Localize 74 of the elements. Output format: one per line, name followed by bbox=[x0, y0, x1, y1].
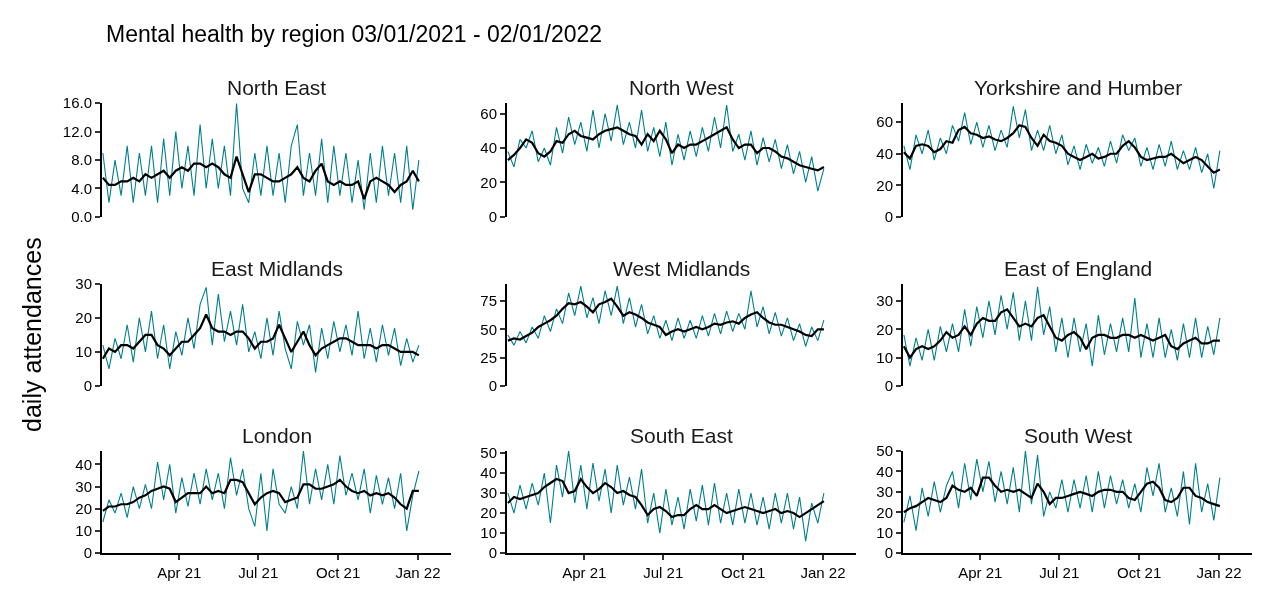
y-tick-label: 10 bbox=[75, 522, 92, 540]
x-tick-label: Jan 22 bbox=[800, 564, 846, 582]
y-tick-label: 0 bbox=[884, 544, 893, 562]
chart-title: London bbox=[242, 424, 313, 447]
y-tick-label: 10 bbox=[75, 343, 92, 361]
y-tick-label: 10 bbox=[876, 523, 893, 541]
y-tick-label: 40 bbox=[480, 464, 497, 482]
x-tick-label: Jan 22 bbox=[1196, 564, 1242, 582]
y-tick-label: 20 bbox=[876, 320, 893, 338]
y-tick-label: 20 bbox=[876, 503, 893, 521]
y-tick-label: 50 bbox=[480, 444, 497, 462]
y-tick-label: 8.0 bbox=[71, 151, 92, 169]
text: Mental health by region 03/01/2021 - 02/01/2022 bbox=[106, 21, 603, 47]
y-tick-label: 0 bbox=[488, 544, 497, 562]
line-series bbox=[102, 451, 420, 532]
x-tick-label: Oct 21 bbox=[1117, 564, 1162, 582]
x-tick-label: Apr 21 bbox=[157, 564, 202, 582]
y-tick-label: 30 bbox=[480, 484, 497, 502]
line-series bbox=[507, 104, 825, 192]
y-tick-label: 20 bbox=[480, 173, 497, 191]
y-tick-label: 40 bbox=[876, 145, 893, 163]
x-tick-label: Apr 21 bbox=[958, 564, 1003, 582]
y-tick-label: 10 bbox=[876, 348, 893, 366]
y-tick-label: 25 bbox=[480, 348, 497, 366]
y-tick-label: 50 bbox=[876, 442, 893, 460]
y-tick-label: 75 bbox=[480, 292, 497, 310]
x-tick-label: Jan 22 bbox=[395, 564, 441, 582]
y-tick-label: 40 bbox=[480, 139, 497, 157]
line-series bbox=[507, 285, 825, 347]
y-tick-label: 0 bbox=[488, 377, 497, 395]
y-tick-label: 30 bbox=[876, 292, 893, 310]
y-tick-label: 4.0 bbox=[71, 179, 92, 197]
x-tick-label: Apr 21 bbox=[562, 564, 607, 582]
chart-title: South East bbox=[630, 424, 733, 447]
y-tick-label: 0 bbox=[83, 377, 92, 395]
y-tick-label: 40 bbox=[876, 462, 893, 480]
x-tick-label: Jul 21 bbox=[643, 564, 684, 582]
y-axis-title: daily attendances bbox=[18, 237, 47, 432]
y-tick-label: 60 bbox=[876, 113, 893, 131]
y-tick-label: 60 bbox=[480, 104, 497, 122]
x-tick-label: Jul 21 bbox=[1039, 564, 1080, 582]
chart-title: West Midlands bbox=[613, 257, 751, 280]
y-tick-label: 0 bbox=[83, 544, 92, 562]
x-tick-label: Oct 21 bbox=[316, 564, 361, 582]
chart-title: East of England bbox=[1004, 257, 1153, 280]
chart-title: North East bbox=[227, 76, 327, 99]
chart-title: East Midlands bbox=[211, 257, 343, 280]
chart-title: South West bbox=[1024, 424, 1133, 447]
y-tick-label: 0.0 bbox=[71, 208, 92, 226]
line-series bbox=[903, 286, 1221, 367]
y-tick-label: 30 bbox=[75, 477, 92, 495]
chart-title: Yorkshire and Humber bbox=[974, 76, 1183, 99]
y-tick-label: 50 bbox=[480, 320, 497, 338]
y-tick-label: 0 bbox=[488, 208, 497, 226]
y-tick-label: 40 bbox=[75, 455, 92, 473]
y-tick-label: 10 bbox=[480, 524, 497, 542]
line-series bbox=[102, 286, 420, 373]
chart-title: North West bbox=[629, 76, 734, 99]
y-tick-label: 0 bbox=[884, 208, 893, 226]
y-tick-label: 20 bbox=[75, 309, 92, 327]
y-tick-label: 30 bbox=[876, 483, 893, 501]
line-series bbox=[903, 451, 1221, 532]
y-tick-label: 20 bbox=[75, 499, 92, 517]
line-series bbox=[903, 105, 1221, 190]
y-tick-label: 12.0 bbox=[62, 122, 92, 140]
y-tick-label: 20 bbox=[876, 176, 893, 194]
y-tick-label: 20 bbox=[480, 504, 497, 522]
x-tick-label: Jul 21 bbox=[238, 564, 279, 582]
line-series bbox=[507, 451, 825, 542]
y-tick-label: 30 bbox=[75, 275, 92, 293]
line-series bbox=[102, 103, 420, 211]
y-tick-label: 0 bbox=[884, 377, 893, 395]
y-tick-label: 16.0 bbox=[62, 94, 92, 112]
x-tick-label: Oct 21 bbox=[721, 564, 766, 582]
